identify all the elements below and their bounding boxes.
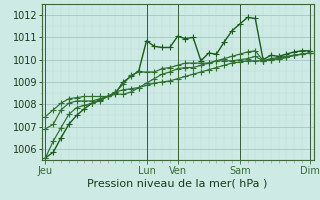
X-axis label: Pression niveau de la mer( hPa ): Pression niveau de la mer( hPa ): [87, 178, 268, 188]
